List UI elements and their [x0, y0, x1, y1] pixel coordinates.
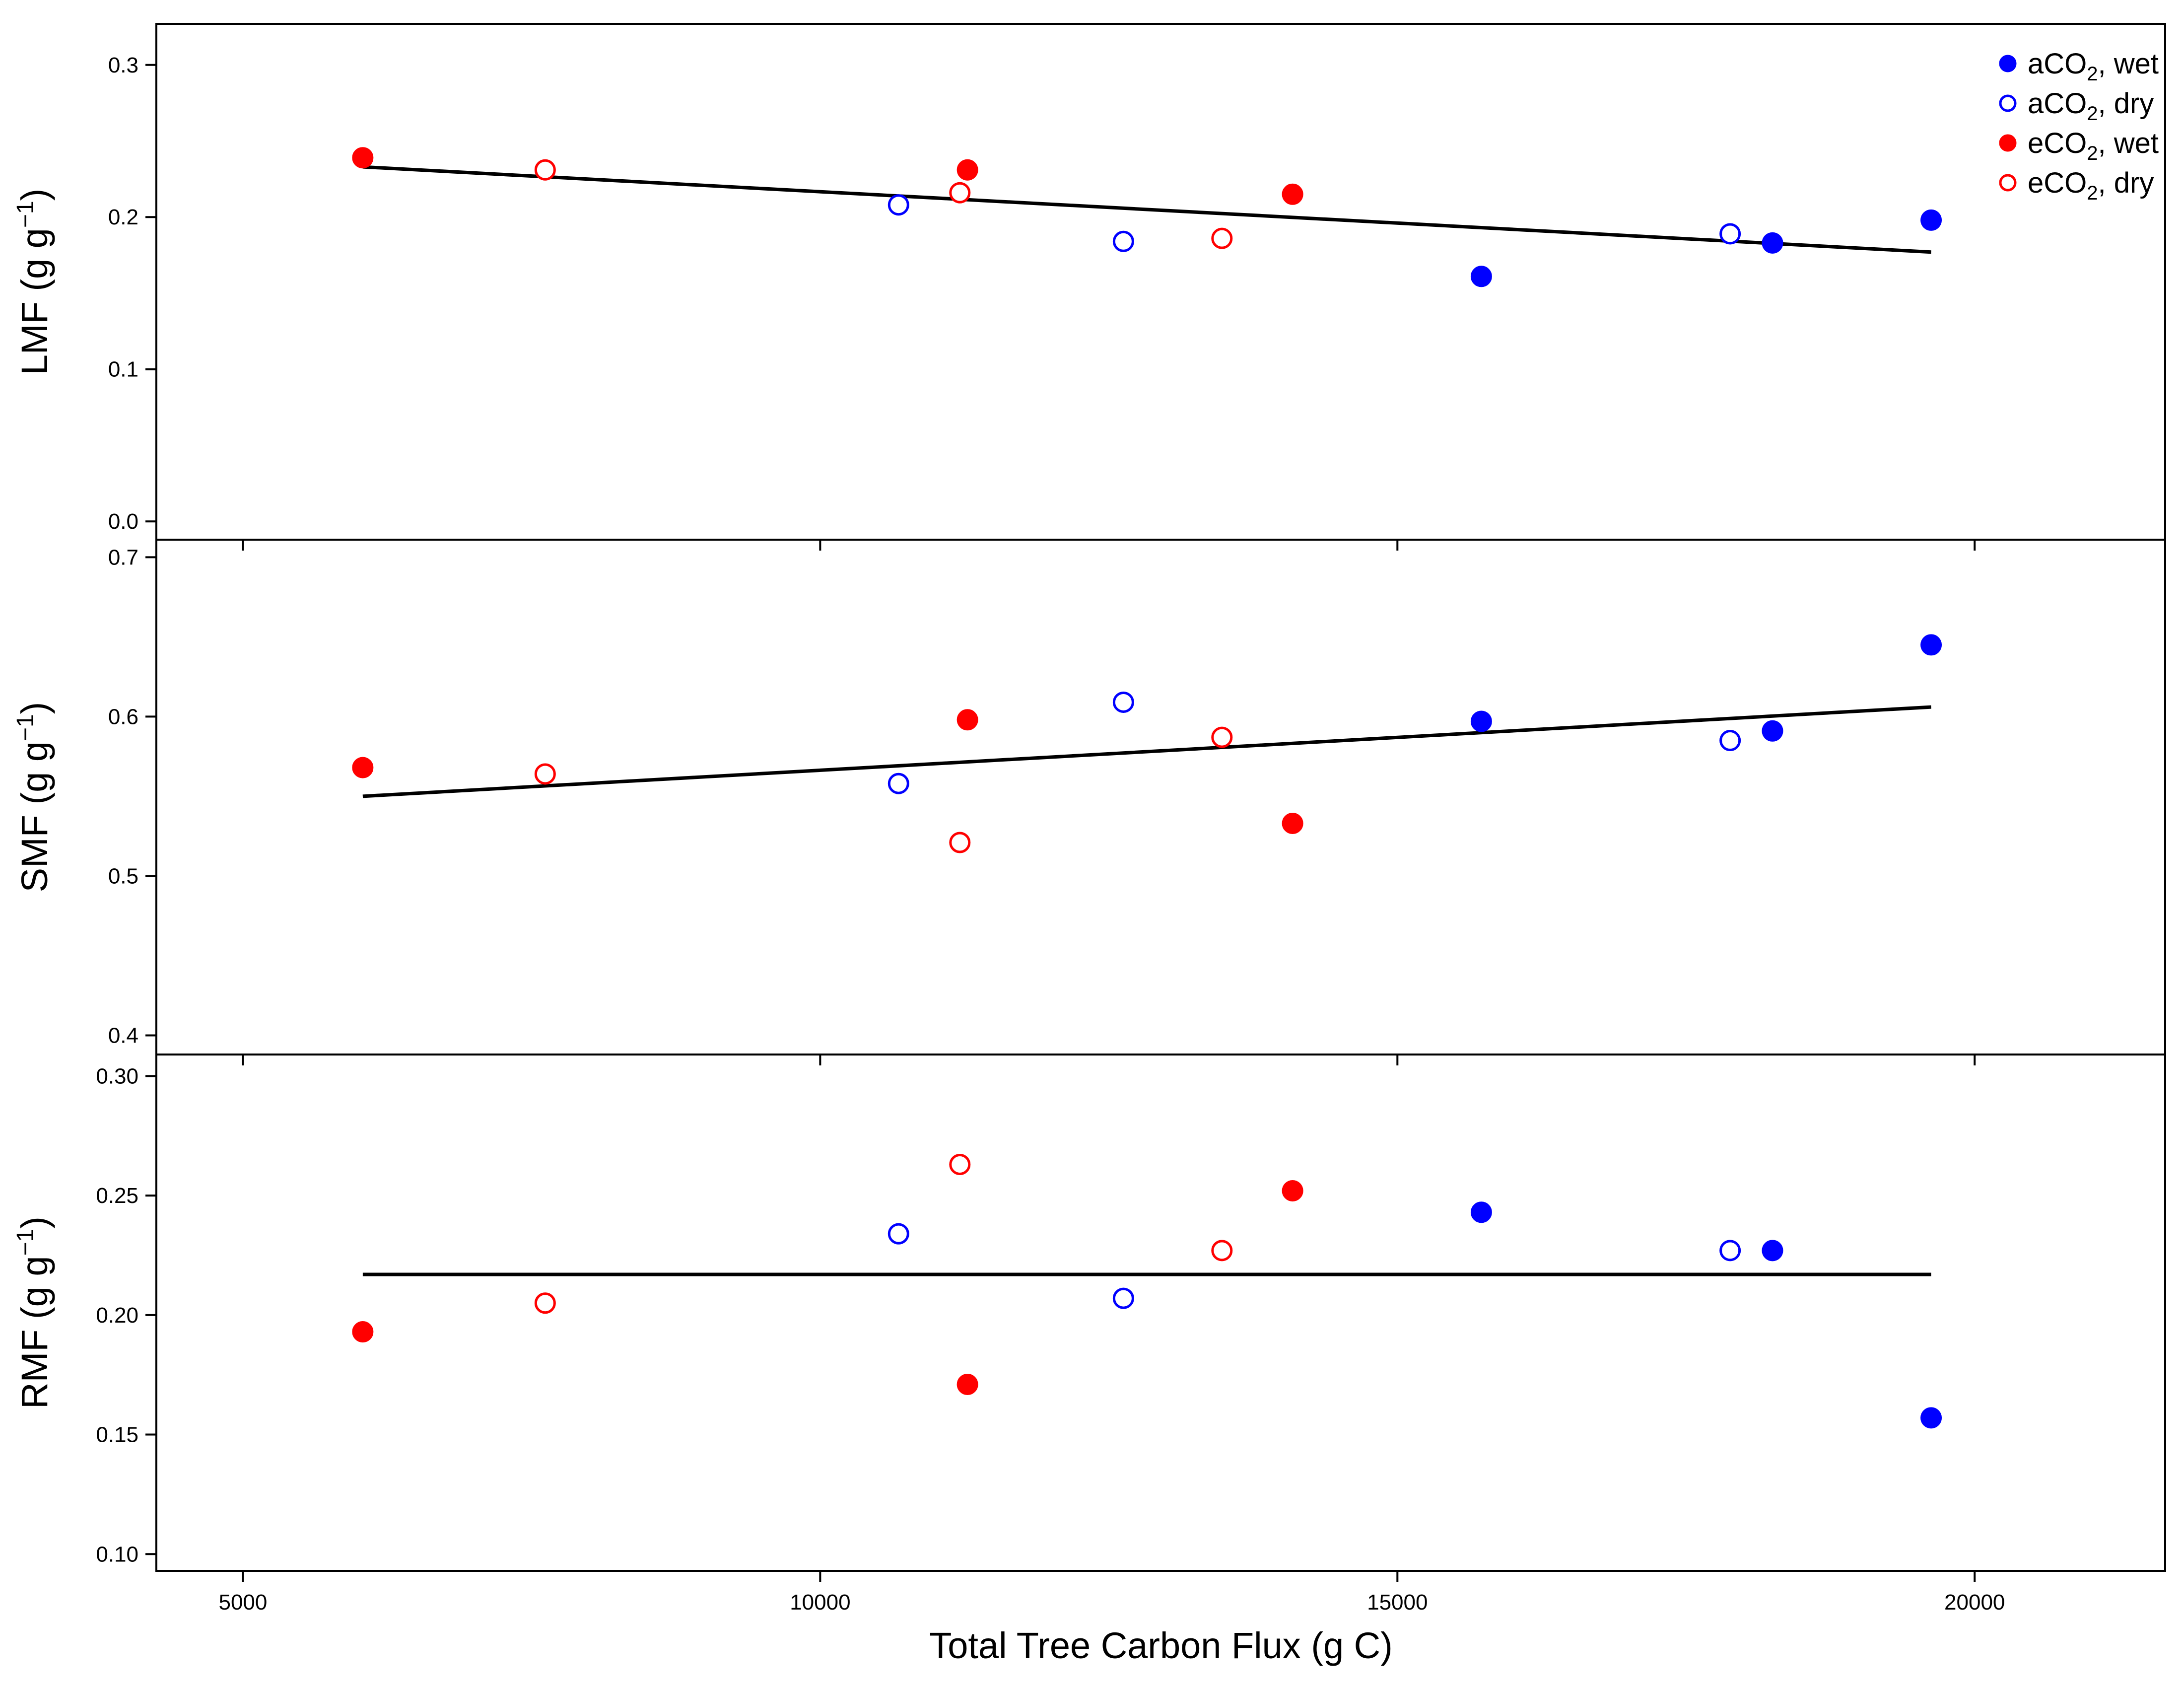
legend-label: eCO2, dry — [2028, 167, 2154, 204]
smf-y-tick-label: 0.6 — [108, 704, 138, 729]
legend-entry: aCO2, wet — [1999, 48, 2159, 85]
lmf-point-aco2-dry — [887, 194, 909, 216]
panels-group: 0.0 0.1 0.2 0.3 LMF (g g−1) 0.4 0.5 0.6 0.7 SMF (… — [12, 23, 2166, 1582]
lmf-point-aco2-wet — [1470, 266, 1492, 287]
legend-entry: eCO2, wet — [1999, 127, 2159, 164]
rmf-point-aco2-wet — [1762, 1240, 1783, 1262]
smf-point-aco2-wet — [1470, 710, 1492, 732]
legend-marker — [1999, 174, 2017, 192]
rmf-panel: 0.10 0.15 0.20 0.25 0.30 RMF (g g−1) — [12, 1054, 2166, 1582]
rmf-y-axis-title: RMF (g g−1) — [12, 1216, 55, 1409]
rmf-point-eco2-wet — [956, 1373, 978, 1395]
rmf-y-tick-label: 0.15 — [96, 1423, 138, 1447]
rmf-point-eco2-dry — [534, 1292, 556, 1314]
rmf-point-eco2-wet — [1282, 1180, 1303, 1201]
rmf-y-tick-label: 0.10 — [96, 1542, 138, 1566]
lmf-y-tick-label: 0.3 — [108, 53, 138, 77]
rmf-y-tick-label: 0.25 — [96, 1184, 138, 1208]
rmf-point-eco2-wet — [352, 1321, 374, 1343]
smf-point-aco2-wet — [1920, 634, 1942, 656]
x-tick-label: 15000 — [1367, 1590, 1428, 1615]
lmf-y-tick-label: 0.2 — [108, 205, 138, 229]
x-tick-label: 10000 — [790, 1590, 850, 1615]
rmf-point-aco2-dry — [1719, 1240, 1741, 1262]
smf-y-tick-label: 0.7 — [108, 545, 138, 569]
legend-entry: eCO2, dry — [1999, 167, 2154, 204]
legend-entry: aCO2, dry — [1999, 87, 2154, 125]
smf-y-tick-label: 0.5 — [108, 864, 138, 888]
lmf-fit-line — [362, 165, 1931, 254]
smf-point-eco2-wet — [352, 757, 374, 778]
legend-marker — [1999, 94, 2017, 112]
lmf-y-tick-label: 0.0 — [108, 509, 138, 534]
smf-fit-line — [362, 705, 1931, 798]
smf-y-axis-title: SMF (g g−1) — [12, 702, 55, 893]
smf-point-aco2-dry — [887, 773, 909, 794]
legend-label: aCO2, dry — [2028, 87, 2154, 125]
rmf-point-aco2-dry — [1112, 1287, 1134, 1309]
rmf-point-aco2-wet — [1470, 1201, 1492, 1223]
lmf-y-tick-label: 0.1 — [108, 357, 138, 382]
smf-point-eco2-dry — [949, 832, 971, 853]
rmf-point-aco2-wet — [1920, 1407, 1942, 1429]
rmf-plot-frame — [155, 1054, 2166, 1572]
smf-panel: 0.4 0.5 0.6 0.7 SMF (g g−1) — [12, 539, 2166, 1065]
x-axis: 5000 10000 15000 20000 — [218, 1590, 2005, 1615]
lmf-point-eco2-dry — [1211, 227, 1233, 249]
rmf-y-tick-label: 0.30 — [96, 1064, 138, 1088]
smf-point-aco2-wet — [1762, 720, 1783, 742]
rmf-point-aco2-dry — [887, 1223, 909, 1245]
lmf-point-aco2-wet — [1920, 209, 1942, 231]
rmf-y-tick-label: 0.20 — [96, 1303, 138, 1328]
smf-point-eco2-dry — [1211, 726, 1233, 748]
lmf-y-axis-title: LMF (g g−1) — [12, 189, 55, 375]
smf-point-eco2-wet — [1282, 812, 1303, 834]
x-tick-label: 20000 — [1944, 1590, 2005, 1615]
x-tick-label: 5000 — [218, 1590, 267, 1615]
lmf-point-eco2-wet — [352, 147, 374, 169]
lmf-point-eco2-wet — [1282, 183, 1303, 205]
rmf-point-eco2-dry — [949, 1153, 971, 1175]
lmf-point-eco2-dry — [534, 159, 556, 181]
smf-point-eco2-wet — [956, 709, 978, 731]
smf-y-tick-label: 0.4 — [108, 1023, 138, 1048]
lmf-point-aco2-wet — [1762, 232, 1783, 254]
x-axis-title: Total Tree Carbon Flux (g C) — [929, 1625, 1393, 1666]
legend-marker — [1999, 55, 2017, 72]
lmf-point-aco2-dry — [1112, 230, 1134, 252]
lmf-point-eco2-wet — [956, 159, 978, 181]
legend-marker — [1999, 134, 2017, 152]
lmf-point-eco2-dry — [949, 182, 971, 204]
smf-point-eco2-dry — [534, 763, 556, 785]
lmf-point-aco2-dry — [1719, 223, 1741, 245]
legend-label: aCO2, wet — [2028, 48, 2159, 85]
rmf-point-eco2-dry — [1211, 1240, 1233, 1262]
smf-point-aco2-dry — [1719, 730, 1741, 752]
smf-point-aco2-dry — [1112, 691, 1134, 713]
legend-label: eCO2, wet — [2028, 127, 2159, 164]
